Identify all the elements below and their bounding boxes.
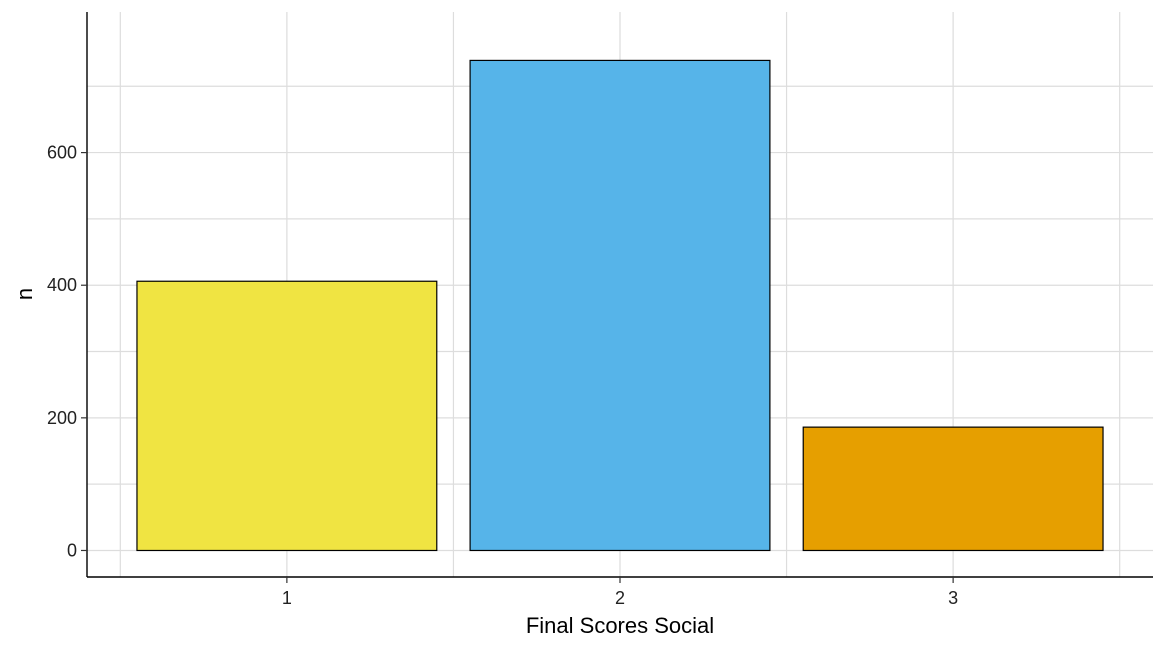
y-tick-label: 600 (47, 143, 77, 163)
bars (136, 59, 1104, 552)
bar-2 (469, 59, 771, 552)
bar-3 (802, 426, 1104, 552)
x-tick-label: 3 (948, 588, 958, 608)
y-tick-label: 200 (47, 408, 77, 428)
x-tick-label: 2 (615, 588, 625, 608)
y-axis-title: n (12, 288, 37, 300)
y-tick-label: 400 (47, 275, 77, 295)
tick-labels: 0 200 400 600 1 2 3 (47, 143, 958, 608)
y-tick-label: 0 (67, 540, 77, 560)
bar-1 (136, 280, 438, 552)
x-tick-label: 1 (282, 588, 292, 608)
x-axis-title: Final Scores Social (526, 613, 714, 638)
